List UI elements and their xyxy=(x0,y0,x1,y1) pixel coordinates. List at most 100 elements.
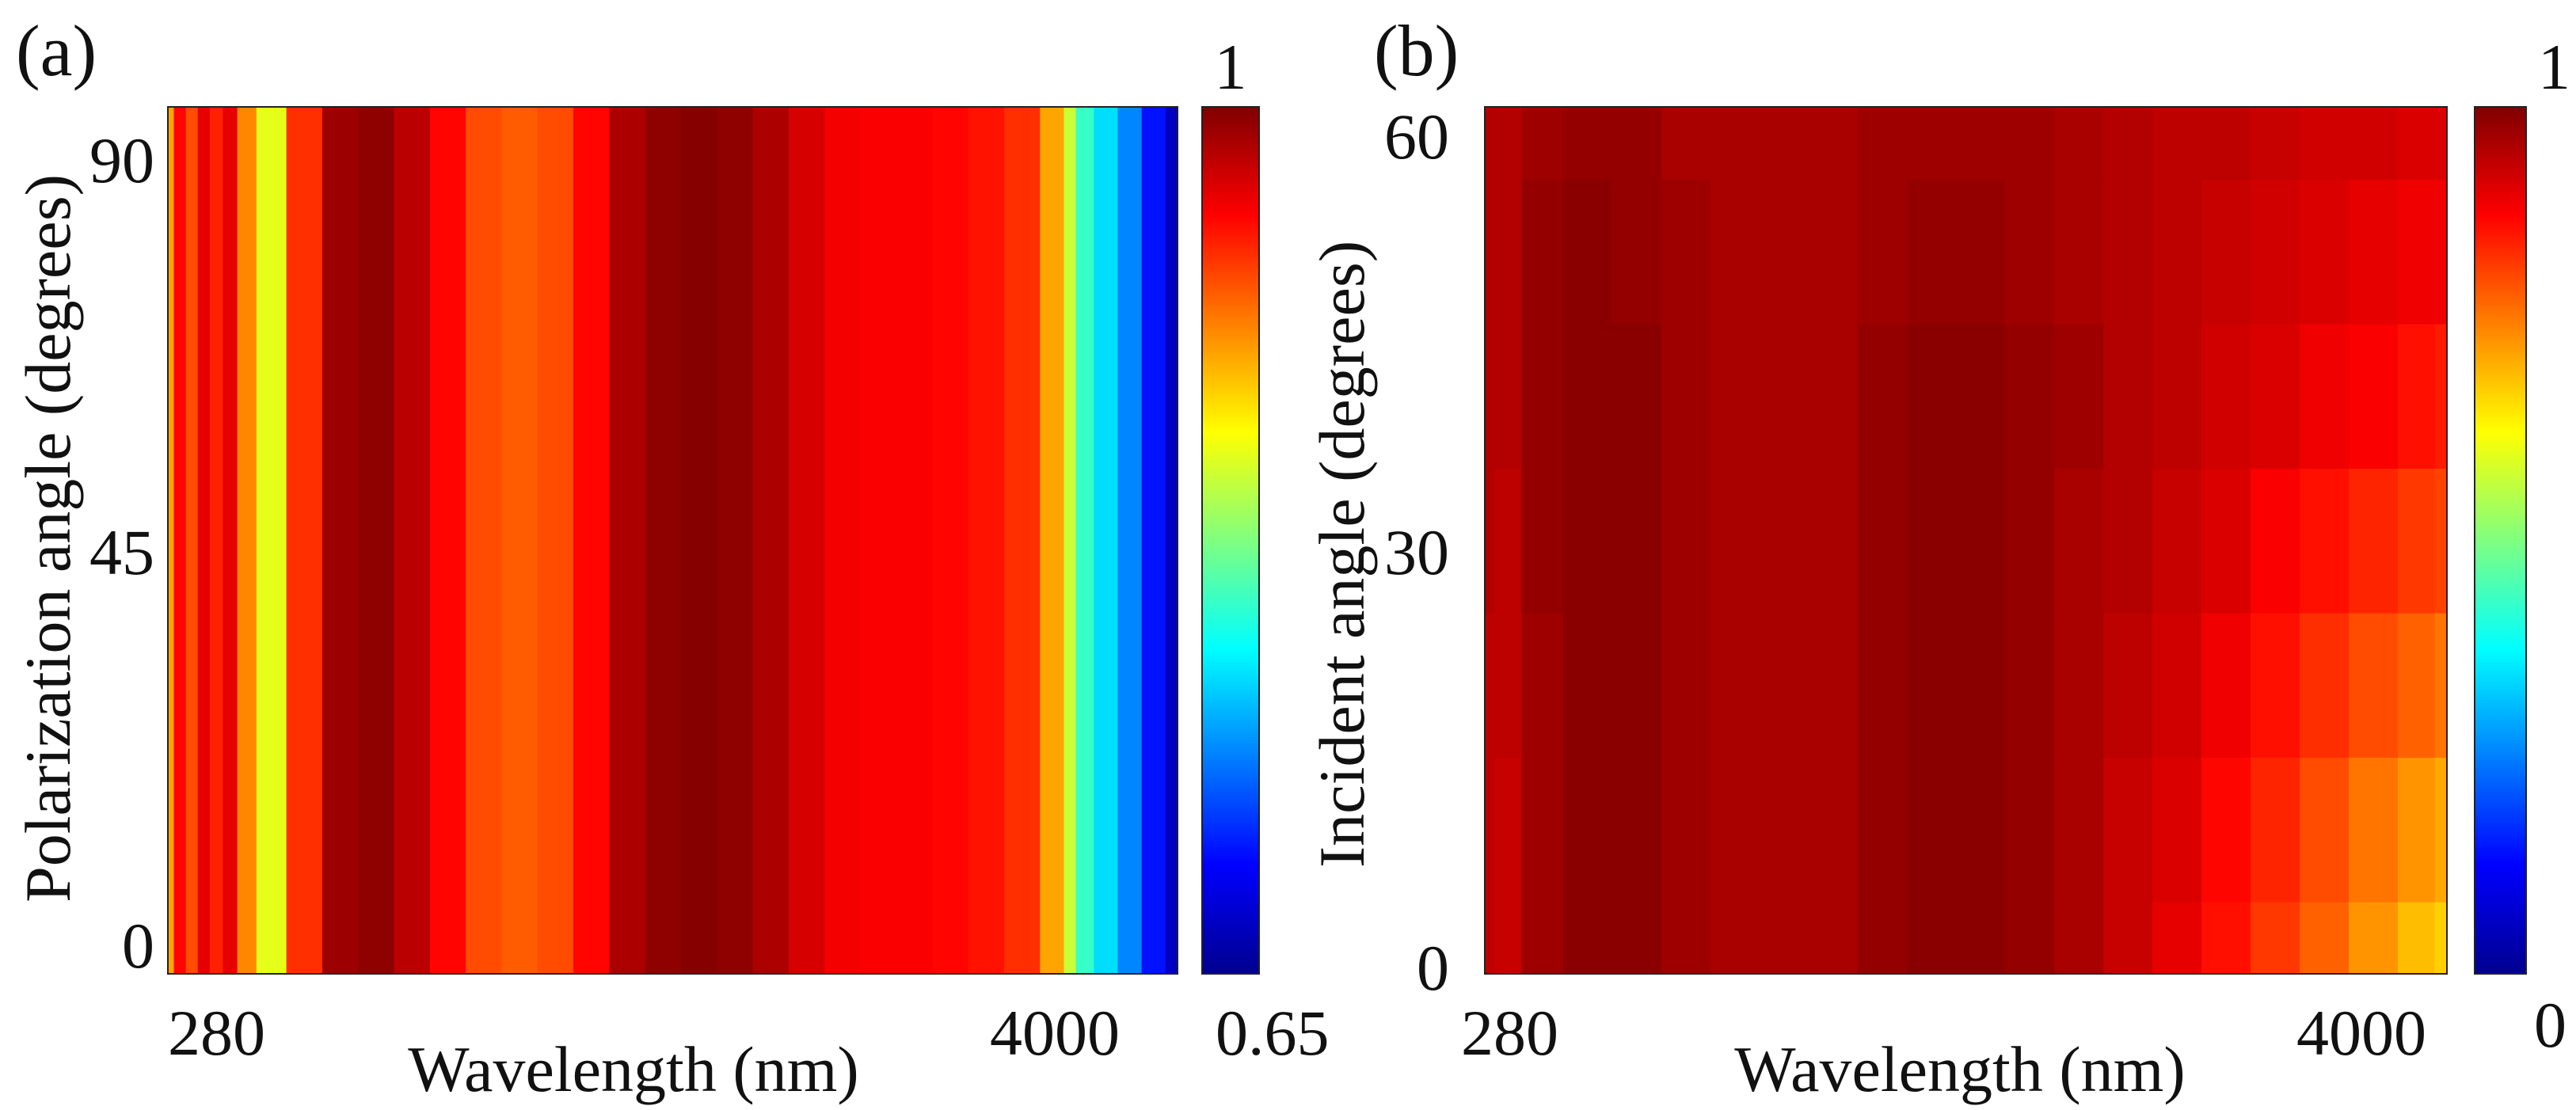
heatmap-b-cell-2-18 xyxy=(2300,612,2350,758)
heatmap-b-cell-1-12 xyxy=(2005,757,2055,903)
heatmap-a-cell-16 xyxy=(573,107,611,974)
panel-a-colorbar-max-label: 1 xyxy=(1215,31,1247,103)
heatmap-b-cell-4-5 xyxy=(1661,323,1711,469)
heatmap-b-cell-3-11 xyxy=(1956,468,2006,614)
panel-b-x-axis-label: Wavelength (nm) xyxy=(1734,1033,2185,1105)
heatmap-b-cell-3-1 xyxy=(1494,468,1523,614)
heatmap-a-cell-19 xyxy=(681,107,718,974)
heatmap-a-cell-2 xyxy=(185,107,199,974)
heatmap-a-cell-23 xyxy=(824,107,862,974)
heatmap-b-cell-6-11 xyxy=(1956,107,2006,181)
heatmap-b-cell-4-10 xyxy=(1907,323,1957,469)
heatmap-b-cell-6-17 xyxy=(2251,107,2300,181)
heatmap-b-cell-0-17 xyxy=(2251,901,2300,975)
panel-b-colorbar-max-label: 1 xyxy=(2538,31,2570,103)
heatmap-b-cell-1-1 xyxy=(1494,757,1523,903)
heatmap-b-cell-3-9 xyxy=(1858,468,1908,614)
heatmap-a-cell-28 xyxy=(1003,107,1041,974)
heatmap-b-cell-4-17 xyxy=(2251,323,2300,469)
heatmap-b-cell-0-21 xyxy=(2434,901,2448,975)
heatmap-a-cell-21 xyxy=(752,107,790,974)
heatmap-b-cell-5-21 xyxy=(2434,179,2448,325)
panel-b-colorbar xyxy=(2474,106,2527,975)
heatmap-b-cell-5-18 xyxy=(2300,179,2350,325)
heatmap-b-cell-0-20 xyxy=(2398,901,2436,975)
heatmap-b-cell-3-16 xyxy=(2201,468,2251,614)
heatmap-a-cell-12 xyxy=(429,107,466,974)
heatmap-b-cell-0-14 xyxy=(2103,901,2153,975)
heatmap-b-cell-0-3 xyxy=(1563,901,1613,975)
heatmap-b-cell-5-20 xyxy=(2398,179,2436,325)
heatmap-b-cell-5-14 xyxy=(2103,179,2153,325)
heatmap-b-cell-5-4 xyxy=(1612,179,1662,325)
heatmap-b-cell-3-10 xyxy=(1907,468,1957,614)
heatmap-b-cell-2-1 xyxy=(1494,612,1523,758)
heatmap-a-cell-25 xyxy=(896,107,934,974)
heatmap-b-cell-6-7 xyxy=(1760,107,1809,181)
panel-a-colorbar-min-label: 0.65 xyxy=(1216,997,1330,1069)
heatmap-b-cell-5-2 xyxy=(1521,179,1564,325)
heatmap-b-cell-5-11 xyxy=(1956,179,2006,325)
heatmap-b-cell-6-20 xyxy=(2398,107,2436,181)
heatmap-b-cell-1-16 xyxy=(2201,757,2251,903)
heatmap-b-cell-2-12 xyxy=(2005,612,2055,758)
heatmap-b-cell-4-18 xyxy=(2300,323,2350,469)
heatmap-b-cell-2-6 xyxy=(1710,612,1760,758)
heatmap-b-cell-1-4 xyxy=(1612,757,1662,903)
heatmap-b-cell-4-4 xyxy=(1612,323,1662,469)
heatmap-b-cell-6-1 xyxy=(1494,107,1523,181)
heatmap-b-cell-5-8 xyxy=(1809,179,1859,325)
panel-a-plot-frame xyxy=(167,106,1178,975)
heatmap-b-cell-0-0 xyxy=(1485,901,1496,975)
panel-a-heatmap xyxy=(168,107,1178,974)
panel-b-y-axis-label: Incident angle (degrees) xyxy=(1306,241,1378,868)
heatmap-a-cell-17 xyxy=(609,107,646,974)
heatmap-a-cell-8 xyxy=(286,107,323,974)
heatmap-b-cell-5-3 xyxy=(1563,179,1613,325)
panel-a-x-axis-label: Wavelength (nm) xyxy=(408,1033,858,1105)
heatmap-b-cell-3-15 xyxy=(2152,468,2202,614)
heatmap-b-cell-4-6 xyxy=(1710,323,1760,469)
heatmap-b-cell-5-1 xyxy=(1494,179,1523,325)
panel-a-ytick-90: 90 xyxy=(89,124,154,196)
heatmap-b-cell-6-4 xyxy=(1612,107,1662,181)
heatmap-b-cell-5-7 xyxy=(1760,179,1809,325)
heatmap-b-cell-1-7 xyxy=(1760,757,1809,903)
heatmap-b-cell-4-21 xyxy=(2434,323,2448,469)
heatmap-b-cell-3-12 xyxy=(2005,468,2055,614)
panel-b-heatmap xyxy=(1485,107,2448,975)
panel-b-ytick-0: 0 xyxy=(1417,932,1449,1004)
panel-a-xtick-280: 280 xyxy=(168,997,265,1069)
heatmap-b-cell-6-14 xyxy=(2103,107,2153,181)
heatmap-b-cell-3-21 xyxy=(2434,468,2448,614)
heatmap-b-cell-5-5 xyxy=(1661,179,1711,325)
heatmap-b-cell-6-10 xyxy=(1907,107,1957,181)
heatmap-a-cell-27 xyxy=(968,107,1005,974)
heatmap-b-cell-6-2 xyxy=(1521,107,1564,181)
heatmap-b-cell-0-8 xyxy=(1809,901,1859,975)
panel-a-colorbar xyxy=(1201,106,1260,975)
heatmap-b-cell-2-0 xyxy=(1485,612,1496,758)
heatmap-a-cell-4 xyxy=(209,107,224,974)
heatmap-b-cell-2-15 xyxy=(2152,612,2202,758)
heatmap-b-cell-2-8 xyxy=(1809,612,1859,758)
heatmap-b-cell-4-14 xyxy=(2103,323,2153,469)
heatmap-b-cell-6-16 xyxy=(2201,107,2251,181)
heatmap-b-cell-6-3 xyxy=(1563,107,1613,181)
heatmap-b-cell-1-8 xyxy=(1809,757,1859,903)
heatmap-b-cell-1-11 xyxy=(1956,757,2006,903)
heatmap-a-cell-24 xyxy=(860,107,897,974)
heatmap-b-cell-5-10 xyxy=(1907,179,1957,325)
heatmap-b-cell-0-5 xyxy=(1661,901,1711,975)
panel-b-ytick-60: 60 xyxy=(1384,101,1449,173)
heatmap-b-cell-3-17 xyxy=(2251,468,2300,614)
heatmap-b-cell-6-6 xyxy=(1710,107,1760,181)
heatmap-b-cell-4-7 xyxy=(1760,323,1809,469)
heatmap-b-cell-4-15 xyxy=(2152,323,2202,469)
heatmap-b-cell-3-5 xyxy=(1661,468,1711,614)
heatmap-b-cell-6-12 xyxy=(2005,107,2055,181)
heatmap-b-cell-2-10 xyxy=(1907,612,1957,758)
heatmap-b-cell-3-20 xyxy=(2398,468,2436,614)
heatmap-b-cell-0-16 xyxy=(2201,901,2251,975)
